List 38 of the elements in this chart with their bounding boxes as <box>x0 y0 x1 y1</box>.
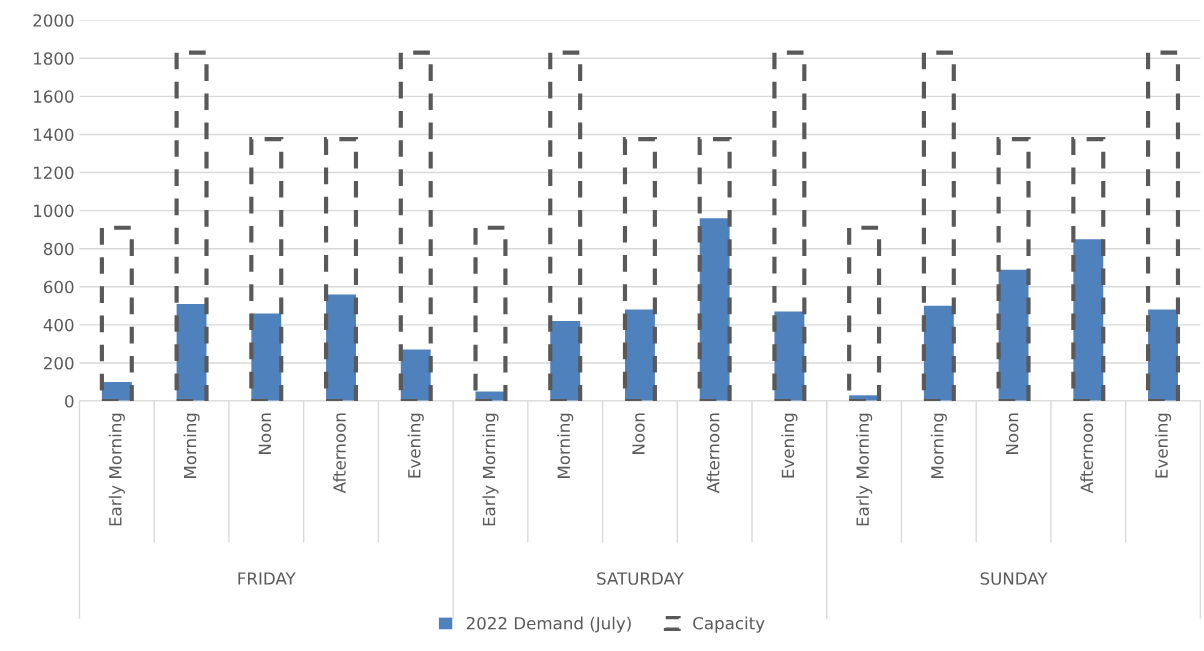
x-tick-label: Noon <box>258 413 272 454</box>
bar <box>550 321 581 402</box>
y-tick-label: 0 <box>65 394 74 408</box>
y-tick-label: 2000 <box>33 14 74 27</box>
y-tick-label: 1400 <box>34 128 74 141</box>
bar <box>251 313 282 402</box>
legend-label: Capacity <box>693 616 765 633</box>
y-tick-label: 1200 <box>34 166 74 180</box>
x-tick-label: Afternoon <box>706 413 720 494</box>
x-tick-label: Morning <box>557 413 574 478</box>
bar <box>1073 239 1104 402</box>
y-tick-label: 1800 <box>34 52 74 65</box>
legend-label: 2022 Demand (July) <box>466 616 631 633</box>
x-tick-label: Evening <box>1154 413 1172 478</box>
x-tick-label: Evening <box>781 413 798 478</box>
text: SUNDAY <box>980 572 1048 585</box>
text: SATURDAY <box>597 572 684 585</box>
x-tick-label: Morning <box>183 413 200 478</box>
text: FRIDAY <box>238 572 296 585</box>
x-tick-label: Noon <box>1006 413 1019 454</box>
x-tick-label: Morning <box>930 413 947 478</box>
y-tick-label: 800 <box>43 242 74 256</box>
y-tick-label: 600 <box>43 280 74 294</box>
bar <box>699 218 730 402</box>
y-tick-label: 400 <box>43 318 74 332</box>
x-tick-label: Afternoon <box>1080 413 1094 494</box>
x-tick-label: Early Morning <box>482 413 499 526</box>
bar <box>624 309 655 402</box>
x-tick-label: Early Morning <box>108 413 125 526</box>
x-tick-label: Evening <box>407 413 424 478</box>
y-tick-label: 1600 <box>34 90 74 103</box>
bar <box>1148 309 1178 402</box>
y-tick-label: 1000 <box>34 204 74 218</box>
x-tick-label: Afternoon <box>332 413 346 494</box>
x-tick-label: Early Morning <box>856 413 873 526</box>
y-tick-label: 200 <box>44 356 74 370</box>
bar <box>923 305 954 402</box>
x-tick-label: Noon <box>632 413 645 454</box>
